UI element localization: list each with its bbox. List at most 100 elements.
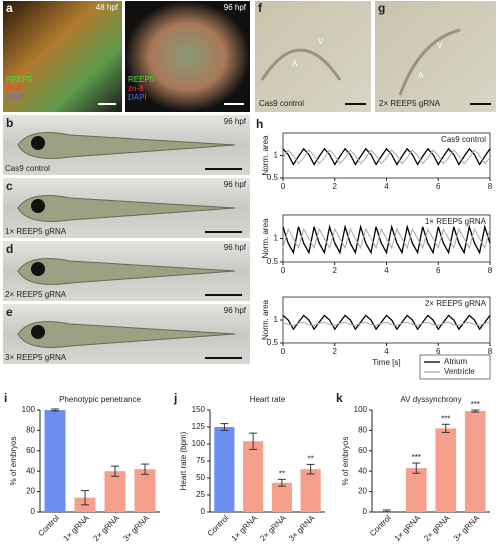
y-axis-label: Norm. area xyxy=(261,218,270,259)
y-tick-label: 20 xyxy=(358,487,367,496)
stage-label: 48 hpf xyxy=(96,3,119,12)
eye xyxy=(31,262,45,276)
bar xyxy=(134,469,156,512)
y-tick-label: 0 xyxy=(363,507,368,516)
bar xyxy=(243,441,264,512)
x-tick-label: 8 xyxy=(488,347,493,356)
chart-title: AV dyssynchrony xyxy=(400,395,461,404)
eye xyxy=(31,199,45,213)
stain-label: zn-8 xyxy=(6,84,22,93)
y-tick-label: 25 xyxy=(196,490,205,499)
significance: ** xyxy=(308,455,314,464)
y-tick-label: 40 xyxy=(26,466,35,475)
y-tick-label: 60 xyxy=(358,446,367,455)
larva xyxy=(17,321,236,348)
panel-letter: b xyxy=(6,116,13,130)
x-tick-label: Control xyxy=(36,513,61,538)
condition-label: 2× REEP5 gRNA xyxy=(5,290,67,299)
larva xyxy=(17,258,236,285)
x-tick-label: 3× gRNA xyxy=(452,513,482,543)
x-tick-label: 4 xyxy=(384,347,389,356)
bar xyxy=(464,411,486,512)
y-tick-label: 50 xyxy=(196,473,205,482)
y-tick-label: 60 xyxy=(26,446,35,455)
x-tick-label: 1× gRNA xyxy=(393,513,423,543)
heart-outline xyxy=(260,48,342,81)
larva xyxy=(17,132,236,159)
caption: 2× REEP5 gRNA xyxy=(379,99,441,108)
bar xyxy=(271,482,292,512)
chart-title: Phenotypic penetrance xyxy=(59,395,141,404)
panel-a: a 48 hpf REEP5 zn-8 DAPI 96 hpf REEP5 zn… xyxy=(3,1,250,112)
stage-label: 96 hpf xyxy=(224,180,247,189)
significance: *** xyxy=(441,414,450,423)
panel-letter: e xyxy=(6,305,13,319)
stain-label: REEP5 xyxy=(6,75,33,84)
condition-label: Cas9 control xyxy=(5,164,50,173)
y-tick-label: 20 xyxy=(26,487,35,496)
y-tick-label: 0 xyxy=(31,507,36,516)
panel-letter: j xyxy=(173,391,177,405)
stain-label: DAPI xyxy=(128,93,147,102)
x-tick-label: 2× gRNA xyxy=(91,513,121,543)
y-tick-label: 80 xyxy=(358,426,367,435)
x-tick-label: 2 xyxy=(333,347,338,356)
panel-letter: k xyxy=(336,391,343,405)
caption: Cas9 control xyxy=(259,99,304,108)
panel-letter: d xyxy=(6,242,13,256)
significance: *** xyxy=(471,400,480,409)
x-tick-label: 6 xyxy=(436,182,441,191)
y-axis-label: % of embryos xyxy=(9,437,18,486)
data-line xyxy=(282,321,491,327)
stage-label: 96 hpf xyxy=(224,3,247,12)
x-tick-label: 2× gRNA xyxy=(258,513,288,543)
y-tick-label: 0.5 xyxy=(267,257,279,266)
condition-label: 3× REEP5 gRNA xyxy=(5,353,67,362)
y-tick-label: 40 xyxy=(358,466,367,475)
x-tick-label: 2 xyxy=(333,182,338,191)
y-tick-label: 125 xyxy=(192,422,206,431)
eye xyxy=(31,325,45,339)
stage-label: 96 hpf xyxy=(224,306,247,315)
x-tick-label: 0 xyxy=(281,182,286,191)
y-tick-label: 75 xyxy=(196,456,205,465)
panel-letter: h xyxy=(256,117,263,131)
x-tick-label: 1× gRNA xyxy=(61,513,91,543)
stage-label: 96 hpf xyxy=(224,117,247,126)
stain-label: DAPI xyxy=(6,93,25,102)
y-tick-label: 0.5 xyxy=(267,173,279,182)
stain-label: REEP5 xyxy=(128,75,155,84)
condition-label: 1× REEP5 gRNA xyxy=(5,227,67,236)
annotation: Cas9 control xyxy=(441,135,486,144)
heart-outline xyxy=(398,28,461,96)
panel-letter: a xyxy=(6,1,13,15)
y-tick-label: 1 xyxy=(274,234,279,243)
x-tick-label: 4 xyxy=(384,266,389,275)
x-tick-label: 1× gRNA xyxy=(230,513,260,543)
x-axis-label: Time [s] xyxy=(372,358,400,367)
stage-label: 96 hpf xyxy=(224,243,247,252)
x-tick-label: 6 xyxy=(436,347,441,356)
eye xyxy=(31,136,45,150)
y-tick-label: 100 xyxy=(354,405,368,414)
panel-g: g V A 2× REEP5 gRNA xyxy=(375,1,496,112)
significance: ** xyxy=(279,469,285,478)
data-line xyxy=(282,147,491,166)
x-tick-label: 4 xyxy=(384,182,389,191)
y-tick-label: 100 xyxy=(22,405,36,414)
micrograph xyxy=(3,1,122,112)
y-tick-label: 0.5 xyxy=(267,338,279,347)
x-tick-label: 6 xyxy=(436,266,441,275)
y-tick-label: 100 xyxy=(192,439,206,448)
data-line xyxy=(282,149,491,165)
x-tick-label: 3× gRNA xyxy=(121,513,151,543)
bar xyxy=(214,427,235,512)
panel-letter: c xyxy=(6,179,13,193)
x-tick-label: 0 xyxy=(281,347,286,356)
bar xyxy=(405,468,427,512)
chamber-label: A xyxy=(292,59,298,68)
panels-b-e: b 96 hpf Cas9 control c 96 hpf 1× REEP5 gRNA d… xyxy=(3,115,250,364)
y-tick-label: 80 xyxy=(26,426,35,435)
panel-letter: g xyxy=(378,1,385,15)
x-tick-label: 0 xyxy=(281,266,286,275)
